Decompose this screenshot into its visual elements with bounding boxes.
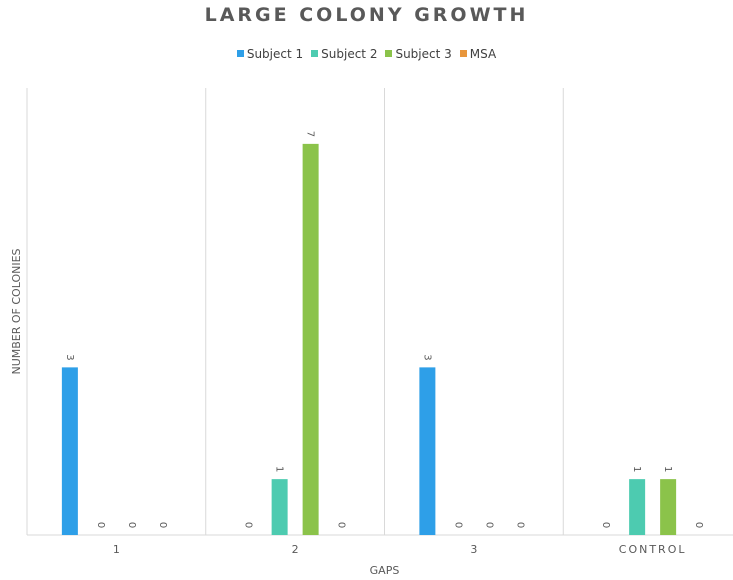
x-tick-label: 3 [470, 543, 477, 556]
bar-subject-1-3 [419, 367, 436, 535]
data-label: 1 [662, 466, 673, 472]
data-label: 1 [631, 466, 642, 472]
chart-title: LARGE COLONY GROWTH [204, 4, 529, 26]
data-label: 0 [452, 522, 463, 528]
x-tick-label: 2 [292, 543, 299, 556]
bar-subject-3-2 [302, 143, 319, 535]
data-label: 0 [157, 522, 168, 528]
legend: Subject 1 Subject 2 Subject 3 MSA [0, 47, 733, 61]
legend-swatch [311, 50, 319, 57]
bar-subject-3-control [660, 479, 677, 535]
data-label: 0 [95, 522, 106, 528]
data-label: 0 [600, 522, 611, 528]
legend-label: MSA [469, 47, 497, 61]
legend-swatch [385, 50, 393, 57]
data-label: 0 [336, 522, 347, 528]
data-label: 1 [274, 466, 285, 472]
x-tick-label: 1 [113, 543, 120, 556]
y-axis-title: NUMBER OF COLONIES [10, 248, 23, 374]
legend-swatch [459, 50, 467, 57]
data-label: 0 [243, 522, 254, 528]
data-label: 0 [483, 522, 494, 528]
legend-item-subject-3: Subject 3 [385, 47, 452, 61]
legend-item-msa: MSA [459, 47, 497, 61]
data-label: 3 [421, 354, 432, 360]
legend-label: Subject 3 [395, 47, 452, 61]
data-label: 3 [64, 354, 75, 360]
data-label: 0 [514, 522, 525, 528]
legend-item-subject-2: Subject 2 [311, 47, 377, 61]
legend-item-subject-1: Subject 1 [236, 47, 304, 61]
bar-subject-2-control [629, 479, 646, 535]
bar-subject-2-2 [271, 479, 288, 535]
data-label: 0 [693, 522, 704, 528]
x-axis-title: GAPS [370, 564, 400, 577]
data-label: 7 [305, 131, 316, 137]
legend-label: Subject 1 [246, 47, 304, 61]
legend-label: Subject 2 [321, 47, 378, 61]
bar-subject-1-1 [61, 367, 78, 535]
x-tick-label: CONTROL [619, 543, 687, 556]
data-label: 0 [126, 522, 137, 528]
legend-swatch [236, 50, 244, 57]
